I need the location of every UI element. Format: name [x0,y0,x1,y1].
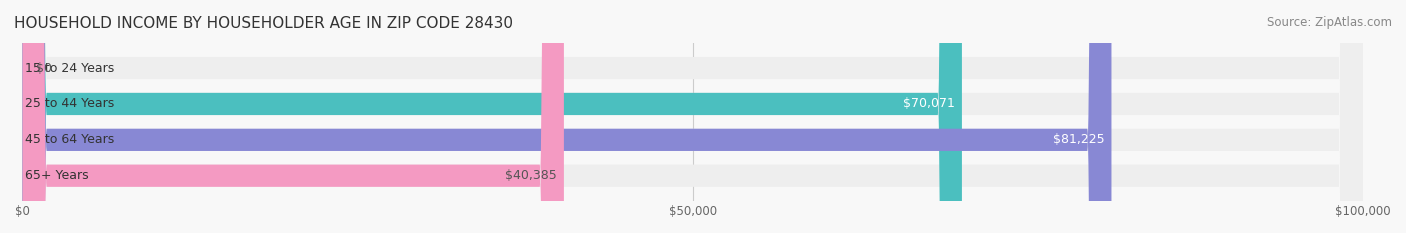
Text: HOUSEHOLD INCOME BY HOUSEHOLDER AGE IN ZIP CODE 28430: HOUSEHOLD INCOME BY HOUSEHOLDER AGE IN Z… [14,16,513,31]
Text: $81,225: $81,225 [1053,133,1105,146]
FancyBboxPatch shape [22,0,1364,233]
FancyBboxPatch shape [22,0,1364,233]
Text: 65+ Years: 65+ Years [25,169,89,182]
FancyBboxPatch shape [22,0,564,233]
FancyBboxPatch shape [22,0,962,233]
FancyBboxPatch shape [22,0,1364,233]
Text: $70,071: $70,071 [903,97,955,110]
Text: $40,385: $40,385 [505,169,557,182]
Text: 25 to 44 Years: 25 to 44 Years [25,97,114,110]
Text: Source: ZipAtlas.com: Source: ZipAtlas.com [1267,16,1392,29]
Text: 45 to 64 Years: 45 to 64 Years [25,133,114,146]
FancyBboxPatch shape [22,0,1364,233]
Text: 15 to 24 Years: 15 to 24 Years [25,62,114,75]
FancyBboxPatch shape [22,0,1112,233]
Text: $0: $0 [35,62,52,75]
